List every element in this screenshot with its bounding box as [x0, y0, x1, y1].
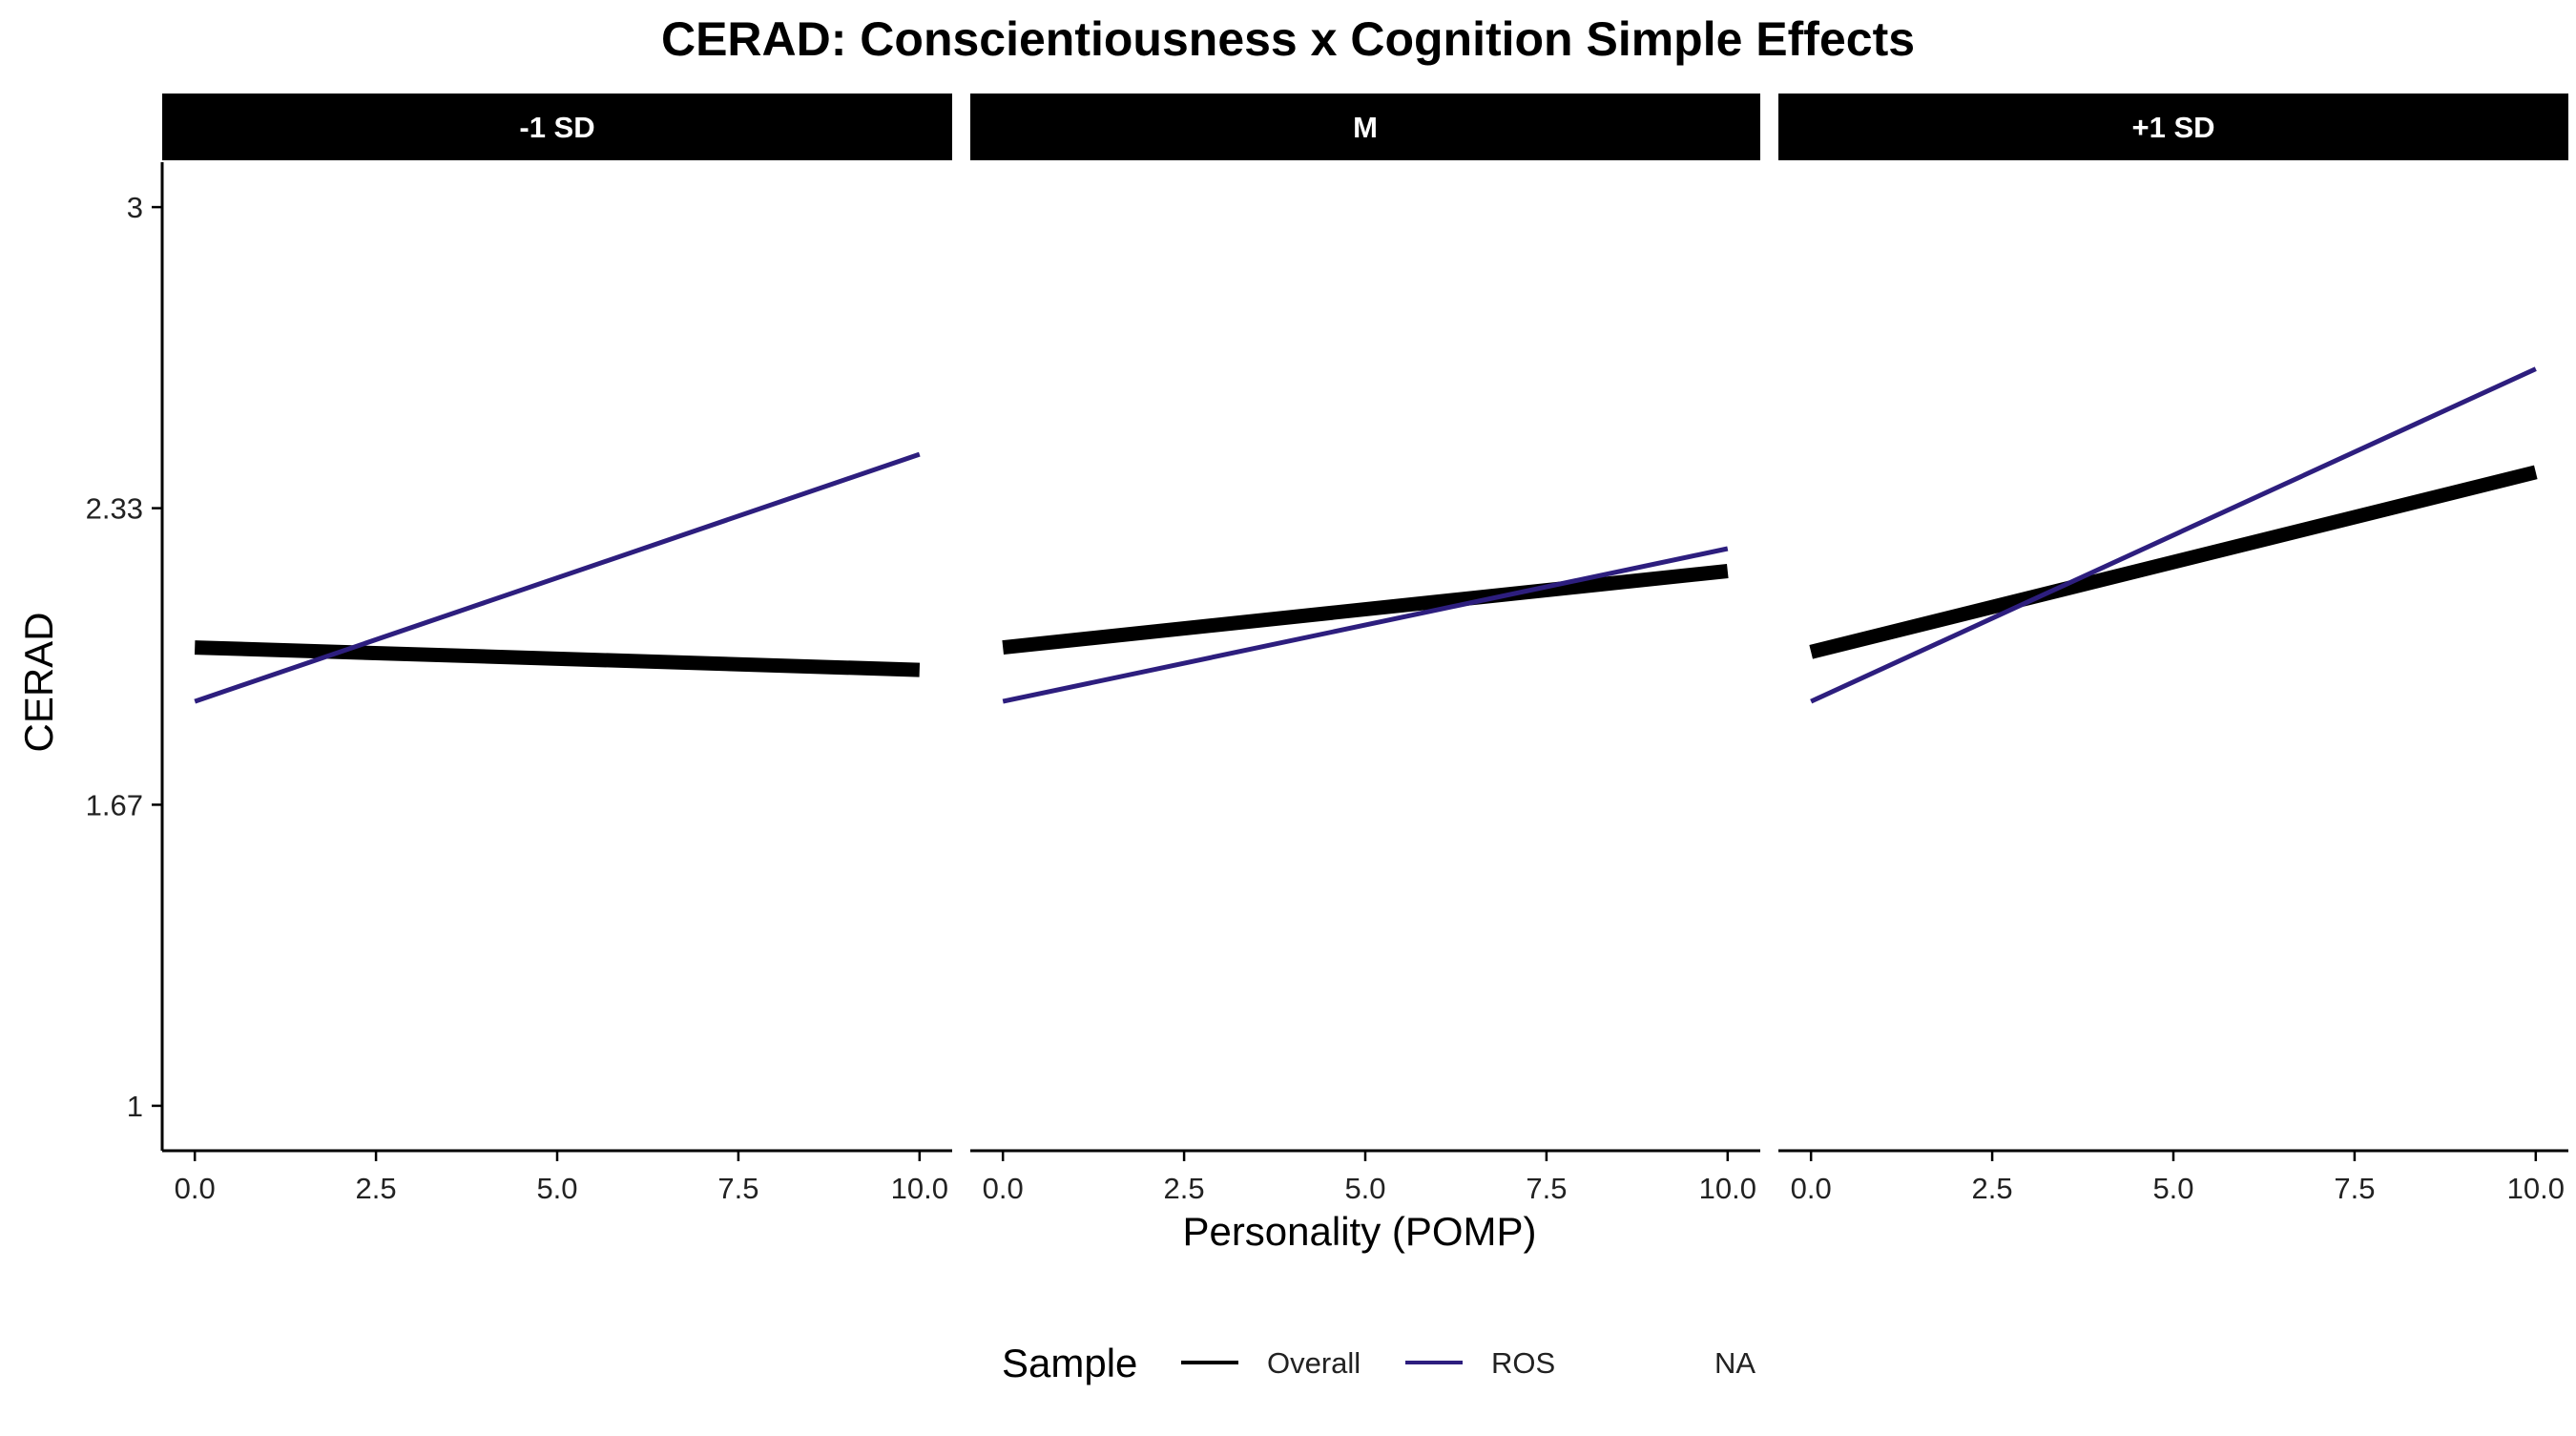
y-tick-label: 2.33	[86, 492, 143, 526]
x-tick-label: 0.0	[175, 1172, 216, 1205]
legend-label: NA	[1714, 1346, 1755, 1380]
series-line-ros	[1810, 366, 2537, 704]
legend-entry: Overall	[1181, 1346, 1361, 1380]
facet-panel: M 0.0 2.5 5.0 7.5 10.0	[970, 94, 1760, 1205]
x-tick-label: 7.5	[717, 1172, 758, 1205]
facet-panel: -1 SD 0.0 2.5 5.0 7.5 10.0 1 1.67 2.33 3	[86, 94, 952, 1205]
legend-entry: ROS	[1405, 1346, 1555, 1380]
y-tick-label: 1.67	[86, 788, 143, 822]
facet-strip	[162, 94, 952, 160]
x-tick-label: 2.5	[1972, 1172, 2013, 1205]
x-axis-title: Personality (POMP)	[1182, 1209, 1536, 1254]
x-tick-label: 10.0	[2507, 1172, 2565, 1205]
facet-strip	[1778, 94, 2568, 160]
x-tick-label: 5.0	[536, 1172, 577, 1205]
legend: Sample Overall ROS NA	[1002, 1341, 1755, 1385]
series-line-overall	[1002, 564, 1729, 656]
x-tick-label: 10.0	[891, 1172, 948, 1205]
panels-layer: -1 SD 0.0 2.5 5.0 7.5 10.0 1 1.67 2.33 3 M 0.0 2.5 5.…	[86, 94, 2568, 1205]
series-line-overall	[194, 640, 921, 677]
x-tick-label: 5.0	[1344, 1172, 1385, 1205]
y-tick-label: 1	[127, 1090, 143, 1123]
y-axis-title: CERAD	[16, 612, 61, 752]
series-line-ros	[1002, 546, 1729, 704]
facet-panel: +1 SD 0.0 2.5 5.0 7.5 10.0	[1778, 94, 2568, 1205]
legend-label: ROS	[1491, 1346, 1555, 1380]
x-tick-label: 0.0	[983, 1172, 1024, 1205]
x-tick-label: 10.0	[1699, 1172, 1756, 1205]
facet-strip-label: -1 SD	[519, 111, 594, 144]
x-tick-label: 7.5	[1526, 1172, 1567, 1205]
x-tick-label: 2.5	[1164, 1172, 1205, 1205]
y-tick-label: 3	[127, 191, 143, 224]
x-tick-label: 0.0	[1791, 1172, 1832, 1205]
chart-title: CERAD: Conscientiousness x Cognition Sim…	[661, 12, 1915, 66]
facet-strip	[970, 94, 1760, 160]
x-tick-label: 2.5	[356, 1172, 397, 1205]
facet-strip-label: M	[1353, 111, 1378, 144]
x-tick-label: 7.5	[2334, 1172, 2375, 1205]
series-line-ros	[194, 451, 921, 704]
x-tick-label: 5.0	[2152, 1172, 2193, 1205]
legend-entry: NA	[1714, 1346, 1755, 1380]
series-line-overall	[1809, 465, 2538, 659]
legend-label: Overall	[1267, 1346, 1361, 1380]
facet-strip-label: +1 SD	[2131, 111, 2214, 144]
legend-title: Sample	[1002, 1341, 1137, 1385]
